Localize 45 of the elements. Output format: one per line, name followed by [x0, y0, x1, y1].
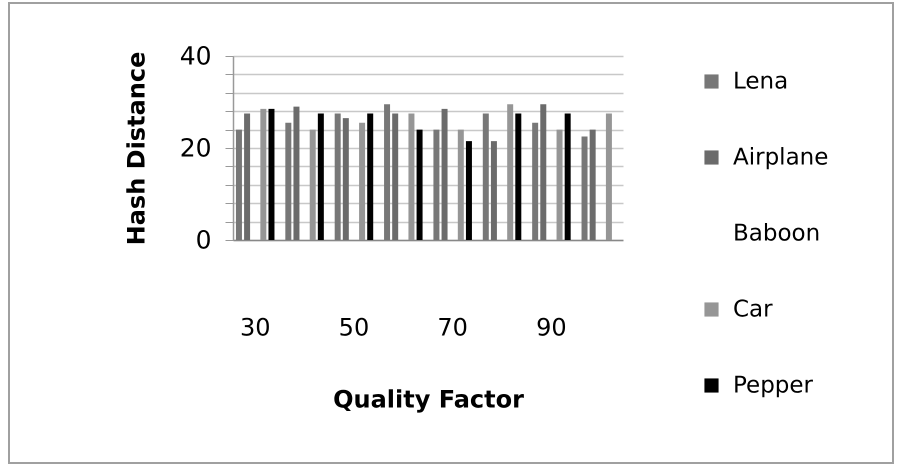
text: Baboon	[733, 220, 820, 246]
bar	[540, 104, 546, 240]
legend-label: Lena	[733, 68, 788, 94]
bar	[342, 118, 349, 240]
bar	[606, 114, 612, 240]
y-tick-label: 20	[180, 134, 212, 162]
bar	[384, 104, 390, 240]
bar	[408, 114, 414, 240]
bar	[556, 130, 563, 240]
x-tick-label: 70	[437, 314, 468, 342]
bar	[564, 114, 571, 240]
bar	[318, 114, 324, 240]
x-tick-label: 90	[536, 314, 567, 342]
bar	[392, 114, 398, 240]
bar	[433, 130, 440, 240]
bar	[244, 114, 250, 240]
bar	[416, 130, 423, 240]
bar	[515, 114, 522, 240]
x-axis-title: Quality Factor	[333, 386, 524, 414]
y-tick-label: 40	[180, 42, 212, 70]
bar	[507, 104, 514, 240]
bar	[482, 114, 489, 240]
bar	[260, 108, 266, 240]
bar	[466, 141, 472, 240]
bar	[310, 130, 316, 240]
bar	[367, 114, 374, 240]
x-tick-label: 30	[240, 314, 270, 342]
bar	[285, 122, 292, 240]
bar	[359, 122, 366, 240]
bar	[490, 141, 497, 240]
legend-label: Airplane	[733, 144, 828, 170]
legend-label: Pepper	[733, 372, 814, 398]
bar	[268, 108, 274, 240]
x-tick-label: 50	[338, 314, 370, 342]
bar	[442, 108, 448, 240]
bar	[582, 136, 588, 240]
bar	[590, 130, 596, 240]
bar	[458, 130, 464, 240]
bar	[236, 130, 242, 240]
legend-label: Car	[733, 296, 774, 322]
bar	[293, 106, 300, 240]
y-tick-label: 0	[196, 226, 212, 254]
bar	[334, 114, 341, 240]
y-axis-title: Hash Distance	[122, 52, 151, 246]
bar	[532, 122, 538, 240]
